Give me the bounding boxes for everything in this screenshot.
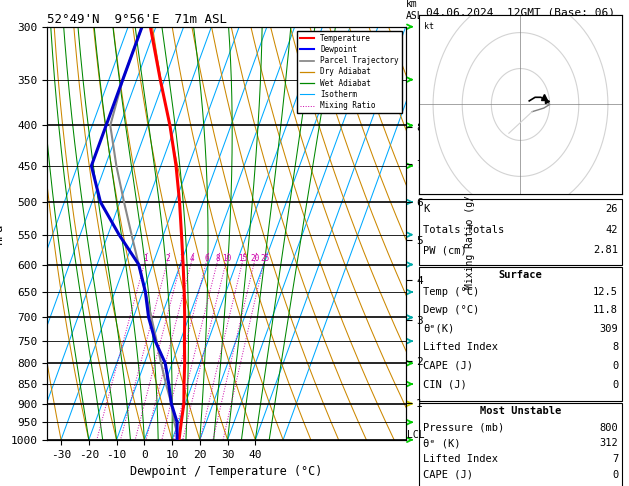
Bar	[418, 199, 623, 265]
Text: 11.8: 11.8	[593, 305, 618, 315]
Text: 25: 25	[260, 254, 269, 263]
Text: Dewp (°C): Dewp (°C)	[423, 305, 479, 315]
Text: 0: 0	[612, 361, 618, 371]
Text: 2.81: 2.81	[593, 245, 618, 255]
Text: PW (cm): PW (cm)	[423, 245, 467, 255]
Text: Totals Totals: Totals Totals	[423, 225, 504, 235]
Bar	[418, 267, 623, 401]
Text: CIN (J): CIN (J)	[423, 380, 467, 390]
Text: CAPE (J): CAPE (J)	[423, 361, 473, 371]
Text: Temp (°C): Temp (°C)	[423, 287, 479, 297]
Text: θᵉ(K): θᵉ(K)	[423, 324, 454, 334]
Text: 800: 800	[599, 423, 618, 433]
Text: 0: 0	[612, 380, 618, 390]
Bar	[418, 403, 623, 486]
Text: LCL: LCL	[408, 430, 425, 440]
Text: 1: 1	[143, 254, 148, 263]
Text: Lifted Index: Lifted Index	[423, 454, 498, 464]
Text: Pressure (mb): Pressure (mb)	[423, 423, 504, 433]
X-axis label: Dewpoint / Temperature (°C): Dewpoint / Temperature (°C)	[130, 465, 323, 478]
Text: Lifted Index: Lifted Index	[423, 343, 498, 352]
Text: 0: 0	[612, 470, 618, 480]
Text: 10: 10	[222, 254, 231, 263]
Legend: Temperature, Dewpoint, Parcel Trajectory, Dry Adiabat, Wet Adiabat, Isotherm, Mi: Temperature, Dewpoint, Parcel Trajectory…	[298, 31, 402, 113]
Text: K: K	[423, 204, 429, 214]
Text: 26: 26	[606, 204, 618, 214]
Text: km
ASL: km ASL	[406, 0, 423, 20]
Text: 8: 8	[216, 254, 220, 263]
Text: 309: 309	[599, 324, 618, 334]
Text: 3: 3	[180, 254, 184, 263]
Text: Surface: Surface	[499, 270, 542, 280]
Text: 15: 15	[238, 254, 248, 263]
Bar	[418, 15, 623, 194]
Text: 42: 42	[606, 225, 618, 235]
Text: 4: 4	[190, 254, 194, 263]
Text: 7: 7	[612, 454, 618, 464]
Text: 52°49'N  9°56'E  71m ASL: 52°49'N 9°56'E 71m ASL	[47, 13, 227, 26]
Text: kt: kt	[425, 22, 435, 31]
Text: 6: 6	[205, 254, 209, 263]
Text: 2: 2	[166, 254, 170, 263]
Text: 312: 312	[599, 438, 618, 449]
Text: 8: 8	[612, 343, 618, 352]
Text: CAPE (J): CAPE (J)	[423, 470, 473, 480]
Y-axis label: Mixing Ratio (g/kg): Mixing Ratio (g/kg)	[465, 177, 474, 289]
Text: 12.5: 12.5	[593, 287, 618, 297]
Text: θᵉ (K): θᵉ (K)	[423, 438, 460, 449]
Text: 20: 20	[250, 254, 260, 263]
Y-axis label: hPa: hPa	[0, 223, 5, 244]
Text: Most Unstable: Most Unstable	[480, 406, 561, 416]
Text: 04.06.2024  12GMT (Base: 06): 04.06.2024 12GMT (Base: 06)	[426, 7, 615, 17]
